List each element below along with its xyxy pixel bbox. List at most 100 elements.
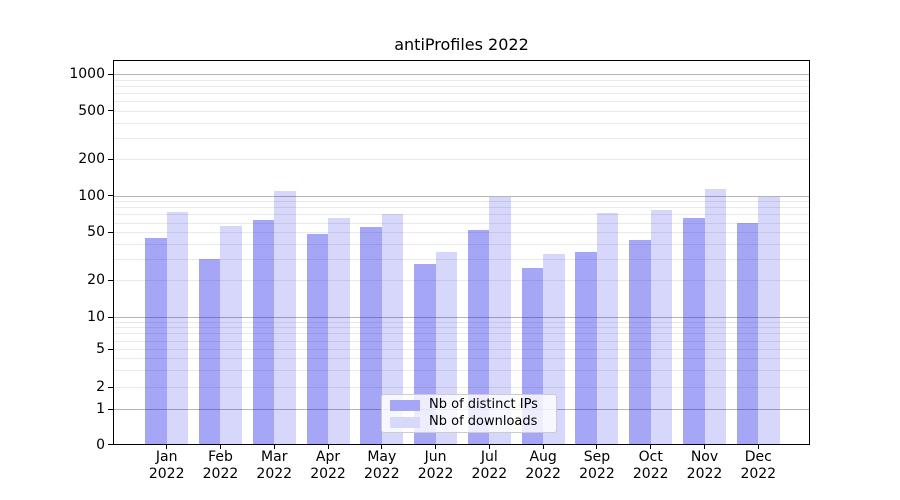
gridline-minor [114, 243, 809, 245]
y-tick-label: 500 [78, 102, 105, 119]
bar-downloads [489, 197, 511, 444]
y-tick-label: 2 [96, 379, 105, 396]
x-tick-mark [596, 445, 598, 449]
gridline-minor [114, 79, 809, 81]
x-tick-label: Dec 2022 [740, 449, 777, 482]
gridline-minor [114, 358, 809, 360]
y-tick-label: 10 [87, 309, 105, 325]
gridline-minor [114, 327, 809, 329]
x-tick-label: Jun 2022 [417, 449, 454, 482]
bar-downloads [220, 225, 242, 444]
gridline-major [114, 317, 809, 318]
bar-distinct-ips [736, 223, 759, 444]
bar-distinct-ips [306, 233, 329, 444]
x-tick-label: Jan 2022 [148, 449, 185, 482]
legend-item-downloads: Nb of downloads [390, 415, 548, 429]
bar-distinct-ips [252, 220, 275, 444]
bar-downloads [381, 214, 404, 444]
bar-downloads [328, 217, 350, 444]
x-tick-label: Jul 2022 [471, 449, 508, 482]
y-tick-label: 50 [87, 224, 105, 241]
gridline-minor [114, 207, 809, 209]
y-tick-label: 20 [87, 272, 105, 289]
y-tick-label: 1000 [69, 66, 105, 83]
y-tick-label: 100 [78, 187, 105, 204]
x-tick-label: Feb 2022 [202, 449, 239, 482]
bar-distinct-ips [360, 226, 382, 444]
x-tick-mark [166, 445, 168, 449]
bar-distinct-ips [198, 258, 221, 444]
legend-swatch-downloads [390, 416, 420, 428]
y-tick-label: 200 [78, 151, 105, 168]
x-tick-label: Oct 2022 [632, 449, 669, 482]
plot-area: Nb of distinct IPs Nb of downloads [113, 60, 810, 445]
y-tick-mark [108, 110, 113, 112]
gridline-minor [114, 214, 809, 216]
chart-title: antiProfiles 2022 [394, 35, 529, 54]
gridline-minor [114, 201, 809, 203]
legend-label-distinct-ips: Nb of distinct IPs [429, 397, 538, 412]
bar-distinct-ips [575, 252, 597, 444]
bar-distinct-ips [629, 239, 651, 444]
x-tick-label: Apr 2022 [310, 449, 346, 482]
legend: Nb of distinct IPs Nb of downloads [381, 394, 557, 433]
bar-downloads [274, 190, 296, 444]
y-tick-mark [108, 444, 113, 445]
gridline-minor [114, 280, 809, 282]
x-tick-label: May 2022 [363, 449, 400, 482]
y-tick-mark [108, 348, 113, 350]
y-tick-mark [108, 386, 113, 388]
gridline-minor [114, 387, 809, 389]
gridline-minor [114, 333, 809, 335]
x-tick-mark [219, 445, 221, 449]
gridline-minor [114, 137, 809, 139]
y-tick-label: 0 [96, 436, 105, 453]
x-tick-mark [488, 445, 490, 449]
bar-distinct-ips [683, 217, 705, 444]
bar-downloads [650, 209, 673, 444]
gridline-minor [114, 101, 809, 103]
x-tick-mark [381, 445, 383, 449]
gridline-minor [114, 222, 809, 224]
gridline-minor [114, 122, 809, 124]
y-tick-mark [108, 279, 113, 281]
gridline-minor [114, 340, 809, 342]
gridline-major [114, 74, 809, 76]
legend-label-downloads: Nb of downloads [429, 414, 538, 429]
x-tick-mark [542, 445, 544, 449]
x-tick-mark [435, 445, 437, 449]
bar-downloads [704, 189, 726, 444]
bar-downloads [166, 211, 189, 444]
x-tick-mark [650, 445, 652, 449]
bar-downloads [758, 197, 780, 444]
gridline-minor [114, 259, 809, 261]
x-tick-label: Aug 2022 [525, 449, 561, 482]
gridline-major [114, 195, 809, 197]
gridline-minor [114, 349, 809, 350]
bar-distinct-ips [467, 229, 490, 444]
legend-item-distinct-ips: Nb of distinct IPs [390, 398, 548, 412]
x-tick-label: Mar 2022 [256, 449, 293, 482]
gridline-minor [114, 93, 809, 95]
y-tick-mark [108, 195, 113, 197]
y-tick-mark [108, 408, 113, 410]
y-tick-mark [108, 158, 113, 160]
bar-distinct-ips [145, 238, 167, 444]
gridline-minor [114, 110, 809, 112]
x-tick-mark [704, 445, 705, 449]
y-tick-mark [108, 316, 113, 318]
y-tick-label: 5 [96, 341, 105, 357]
gridline-minor [114, 370, 809, 372]
gridline-minor [114, 321, 809, 323]
gridline-minor [114, 86, 809, 88]
y-tick-mark [108, 231, 113, 233]
x-tick-label: Nov 2022 [686, 449, 723, 482]
y-tick-mark [108, 73, 113, 75]
gridline-minor [114, 159, 809, 161]
bar-downloads [596, 212, 619, 444]
y-tick-label: 1 [96, 401, 105, 417]
x-tick-mark [327, 445, 329, 449]
gridline-minor [114, 232, 809, 234]
x-tick-mark [273, 445, 275, 449]
